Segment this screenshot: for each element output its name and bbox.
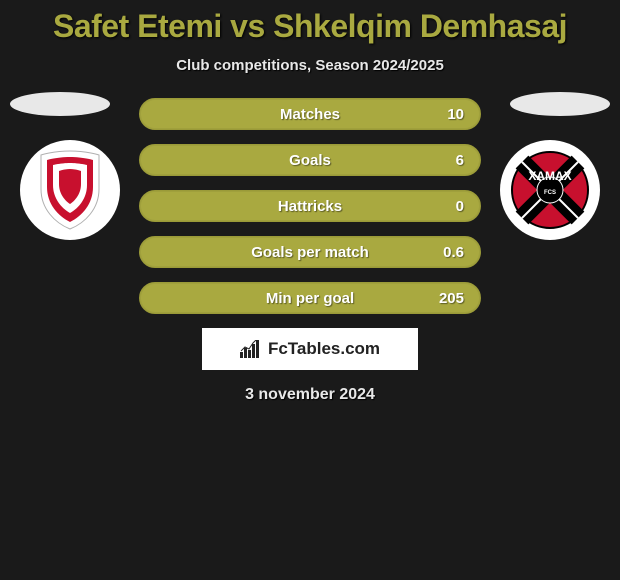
branding-box: FcTables.com (202, 328, 418, 370)
stat-row: Min per goal 205 (139, 282, 481, 314)
club-badge-right: XAMAX FCS (500, 140, 600, 240)
stat-row: Matches 10 (139, 98, 481, 130)
page-title: Safet Etemi vs Shkelqim Demhasaj (0, 8, 620, 45)
stat-label: Hattricks (278, 198, 342, 215)
stat-label: Min per goal (266, 290, 354, 307)
stat-label: Goals per match (251, 244, 369, 261)
stat-row: Hattricks 0 (139, 190, 481, 222)
club-badge-left (20, 140, 120, 240)
bars-icon (240, 340, 262, 358)
stat-value: 0 (456, 198, 464, 215)
vaduz-crest-icon (35, 149, 105, 231)
stat-value: 10 (447, 106, 464, 123)
svg-text:FCS: FCS (544, 190, 556, 196)
stat-label: Matches (280, 106, 340, 123)
stat-row: Goals 6 (139, 144, 481, 176)
branding-text: FcTables.com (268, 339, 380, 359)
player-right-avatar (510, 92, 610, 116)
date-text: 3 november 2024 (0, 386, 620, 404)
subtitle: Club competitions, Season 2024/2025 (0, 57, 620, 74)
stat-value: 205 (439, 290, 464, 307)
comparison-area: XAMAX FCS Matches 10 Goals 6 Hattricks 0… (0, 98, 620, 404)
xamax-crest-icon: XAMAX FCS (510, 150, 590, 230)
stat-value: 6 (456, 152, 464, 169)
stat-value: 0.6 (443, 244, 464, 261)
xamax-text: XAMAX (528, 169, 571, 183)
stats-list: Matches 10 Goals 6 Hattricks 0 Goals per… (139, 98, 481, 314)
stat-row: Goals per match 0.6 (139, 236, 481, 268)
stat-label: Goals (289, 152, 331, 169)
player-left-avatar (10, 92, 110, 116)
